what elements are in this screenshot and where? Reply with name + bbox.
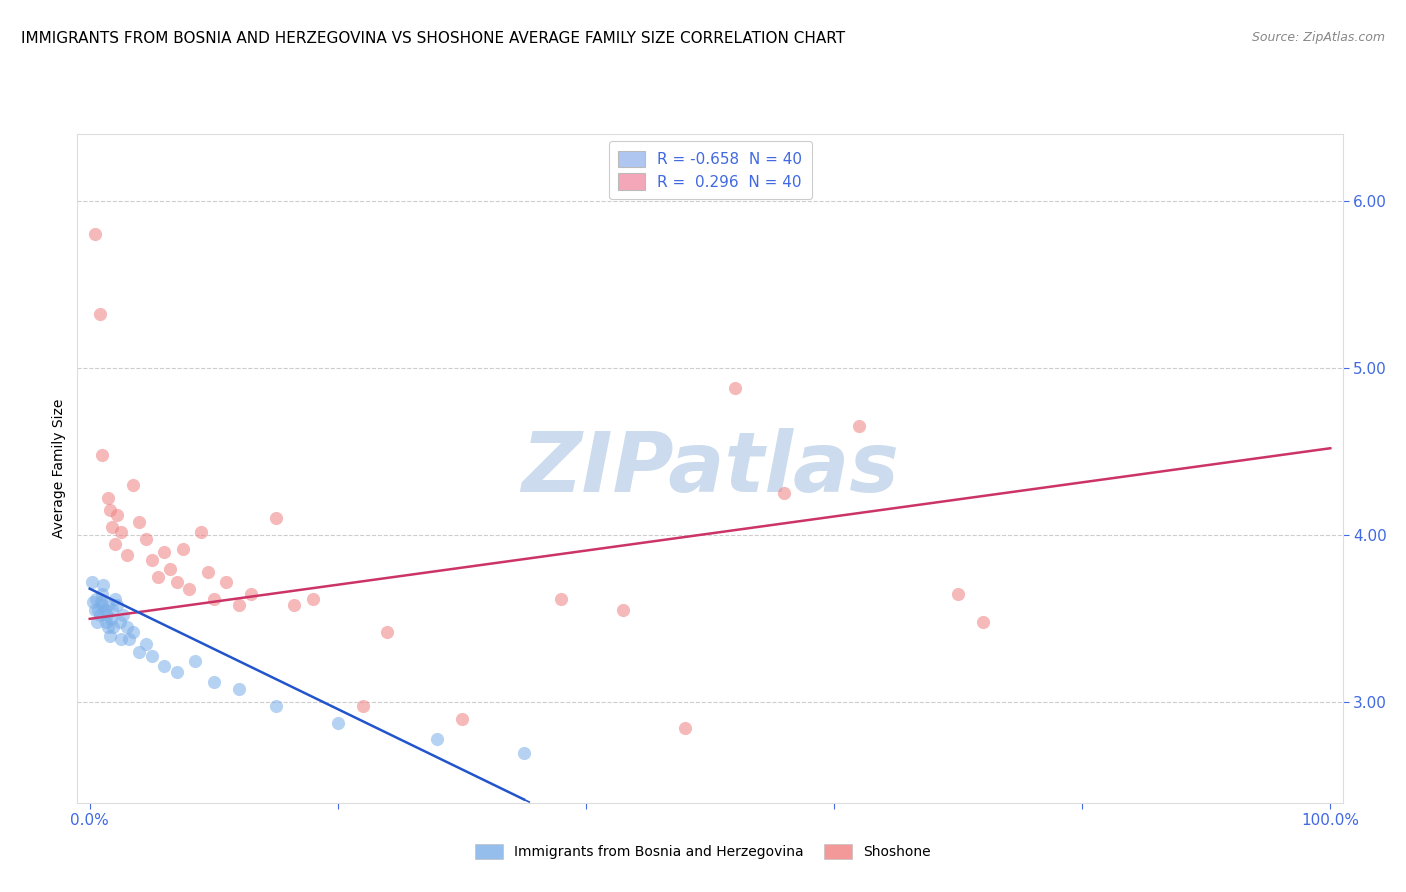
Point xyxy=(184,654,207,668)
Point xyxy=(128,645,150,659)
Point xyxy=(91,587,114,601)
Point xyxy=(146,570,169,584)
Point xyxy=(101,520,124,534)
Point xyxy=(110,524,132,539)
Text: ZIPatlas: ZIPatlas xyxy=(522,428,898,508)
Point xyxy=(426,732,449,747)
Point xyxy=(97,599,120,613)
Point xyxy=(228,682,250,697)
Point xyxy=(264,698,287,713)
Point xyxy=(377,625,399,640)
Point xyxy=(128,515,150,529)
Point xyxy=(96,608,118,623)
Point xyxy=(972,615,994,630)
Point xyxy=(141,648,163,663)
Point xyxy=(122,478,145,492)
Point xyxy=(946,587,969,601)
Point xyxy=(94,615,117,630)
Point xyxy=(202,591,225,606)
Point xyxy=(172,541,194,556)
Point xyxy=(166,574,188,589)
Point xyxy=(101,603,124,617)
Point xyxy=(89,307,111,322)
Point xyxy=(673,721,696,735)
Point xyxy=(724,381,747,395)
Point xyxy=(91,448,114,462)
Point xyxy=(283,599,305,613)
Point xyxy=(773,486,796,500)
Point xyxy=(177,582,200,596)
Point xyxy=(112,608,135,623)
Point xyxy=(190,524,212,539)
Point xyxy=(612,603,634,617)
Point xyxy=(135,532,157,546)
Legend: R = -0.658  N = 40, R =  0.296  N = 40: R = -0.658 N = 40, R = 0.296 N = 40 xyxy=(609,142,811,199)
Point xyxy=(197,565,219,579)
Point xyxy=(513,746,536,760)
Point xyxy=(159,562,181,576)
Point xyxy=(82,574,104,589)
Point xyxy=(115,620,138,634)
Point xyxy=(83,227,105,242)
Point xyxy=(451,712,474,726)
Point xyxy=(264,511,287,525)
Point xyxy=(91,599,114,613)
Point xyxy=(166,665,188,680)
Point xyxy=(84,591,107,606)
Point xyxy=(100,612,122,626)
Point xyxy=(82,595,104,609)
Point xyxy=(98,629,121,643)
Point xyxy=(103,591,125,606)
Point xyxy=(326,715,349,730)
Text: IMMIGRANTS FROM BOSNIA AND HERZEGOVINA VS SHOSHONE AVERAGE FAMILY SIZE CORRELATI: IMMIGRANTS FROM BOSNIA AND HERZEGOVINA V… xyxy=(21,31,845,46)
Point xyxy=(240,587,263,601)
Point xyxy=(89,608,111,623)
Point xyxy=(93,578,115,592)
Y-axis label: Average Family Size: Average Family Size xyxy=(52,399,66,538)
Point xyxy=(228,599,250,613)
Point xyxy=(87,603,110,617)
Text: Source: ZipAtlas.com: Source: ZipAtlas.com xyxy=(1251,31,1385,45)
Point xyxy=(105,508,128,523)
Point xyxy=(86,615,108,630)
Point xyxy=(115,548,138,563)
Legend: Immigrants from Bosnia and Herzegovina, Shoshone: Immigrants from Bosnia and Herzegovina, … xyxy=(470,838,936,865)
Point xyxy=(141,553,163,567)
Point xyxy=(135,637,157,651)
Point xyxy=(215,574,238,589)
Point xyxy=(98,503,121,517)
Point xyxy=(110,632,132,646)
Point xyxy=(103,620,125,634)
Point xyxy=(105,599,128,613)
Point xyxy=(352,698,374,713)
Point xyxy=(97,620,120,634)
Point xyxy=(122,625,145,640)
Point xyxy=(202,675,225,690)
Point xyxy=(118,632,141,646)
Point xyxy=(153,545,176,559)
Point xyxy=(103,536,125,550)
Point xyxy=(848,419,870,434)
Point xyxy=(550,591,572,606)
Point xyxy=(83,603,105,617)
Point xyxy=(90,595,112,609)
Point xyxy=(302,591,325,606)
Point xyxy=(108,615,131,630)
Point xyxy=(153,658,176,673)
Point xyxy=(97,491,120,506)
Point xyxy=(93,603,115,617)
